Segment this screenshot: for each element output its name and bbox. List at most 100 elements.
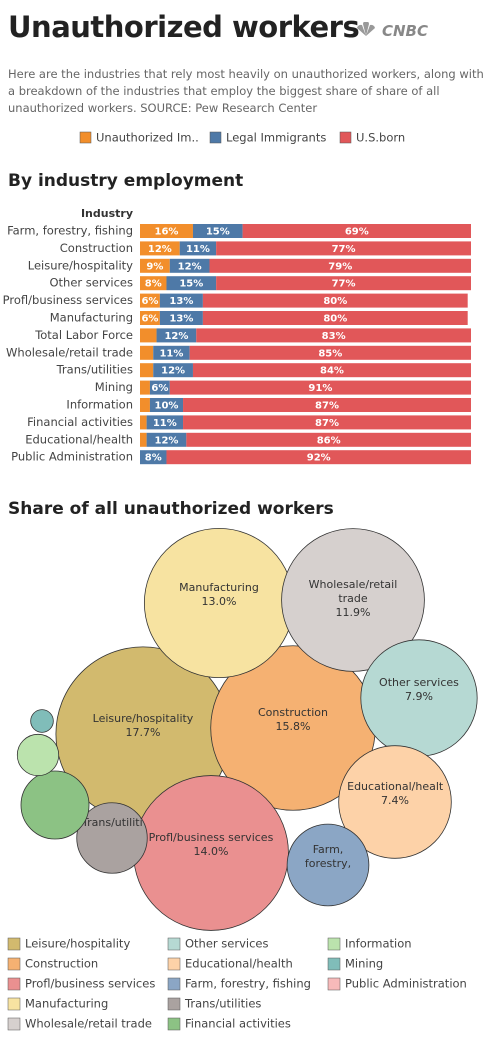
data-label: 87% xyxy=(315,401,339,412)
bar-segment xyxy=(146,415,184,430)
data-label: 9% xyxy=(146,261,163,272)
legend-label: Farm, forestry, fishing xyxy=(185,977,311,991)
bubble-label: Trans/utilities xyxy=(82,816,142,846)
legend-swatch xyxy=(339,131,352,144)
bar-segment xyxy=(140,363,154,378)
data-label: 6% xyxy=(141,314,158,325)
bubble-value: 13.0% xyxy=(201,595,237,608)
bar-segment xyxy=(140,398,150,412)
bar-segment xyxy=(159,293,203,308)
bubble xyxy=(30,709,54,733)
legend-label: Mining xyxy=(345,957,383,971)
legend-label: Wholesale/retail trade xyxy=(25,1017,152,1031)
data-label: 11% xyxy=(159,348,183,359)
bar-segment xyxy=(149,398,184,412)
bar-segment xyxy=(140,432,147,447)
data-label: 69% xyxy=(345,227,369,238)
legend-label: Leisure/hospitality xyxy=(25,937,130,951)
bar-segment xyxy=(140,276,167,291)
data-label: 8% xyxy=(145,279,162,290)
category-label: Public Administration xyxy=(11,450,133,464)
data-label: 80% xyxy=(323,296,347,307)
bubble-name: Trans/utilities xyxy=(82,816,142,829)
legend-label: Educational/health xyxy=(185,957,293,971)
bubble-name: Educational/health xyxy=(347,780,443,793)
legend-label: Other services xyxy=(185,937,269,951)
category-label: Leisure/hospitality xyxy=(28,258,133,272)
legend-label: Manufacturing xyxy=(25,997,108,1011)
bar-segment xyxy=(159,311,203,325)
data-label: 12% xyxy=(164,331,188,342)
data-label: 15% xyxy=(206,227,230,238)
bar-segment xyxy=(166,450,472,465)
bar-segment xyxy=(140,293,160,308)
legend-swatch xyxy=(7,997,21,1011)
bar-segment xyxy=(140,450,167,465)
bar-segment xyxy=(242,224,471,238)
bubble-name: Manufacturing xyxy=(179,581,259,594)
bubble-value: 7.9% xyxy=(405,690,433,703)
bar-segment xyxy=(140,311,160,325)
bar-segment xyxy=(202,293,468,308)
legend-swatch xyxy=(7,977,21,991)
legend-swatch xyxy=(327,937,341,951)
category-label: Financial activities xyxy=(27,415,133,429)
data-label: 8% xyxy=(145,453,162,464)
data-label: 83% xyxy=(322,331,346,342)
category-label: Information xyxy=(66,398,133,412)
bubble-value: 14.0% xyxy=(193,845,229,858)
bar-segment xyxy=(153,363,193,378)
legend-swatch xyxy=(167,977,181,991)
bubble xyxy=(16,733,60,777)
page-title: Unauthorized workers xyxy=(8,10,360,44)
bubble-name: Leisure/hospitality xyxy=(92,712,194,725)
section-title: Share of all unauthorized workers xyxy=(8,499,334,519)
bar-segment xyxy=(156,328,197,343)
data-label: 84% xyxy=(320,366,344,377)
bubble-name: Profl/business services xyxy=(148,831,274,844)
data-label: 15% xyxy=(179,279,203,290)
bubble xyxy=(281,528,425,672)
legend-swatch xyxy=(327,957,341,971)
data-label: 86% xyxy=(317,435,341,446)
data-label: 77% xyxy=(332,244,356,255)
bar-segment xyxy=(189,345,471,360)
legend-label: Information xyxy=(345,937,412,951)
bar-segment xyxy=(140,224,193,238)
axis-label: Industry xyxy=(81,207,133,220)
logo-icon xyxy=(357,22,375,36)
category-label: Profl/business services xyxy=(3,293,133,307)
legend-label: Construction xyxy=(25,957,98,971)
bubble-value: 17.7% xyxy=(125,726,161,739)
category-label: Total Labor Force xyxy=(34,328,133,342)
bar-segment xyxy=(192,224,243,238)
legend-label: U.S.born xyxy=(356,131,405,145)
legend-label: Profl/business services xyxy=(25,977,155,991)
bar-segment xyxy=(183,415,471,430)
legend-swatch xyxy=(209,131,222,144)
bar-segment xyxy=(169,258,210,273)
legend-label: Trans/utilities xyxy=(184,997,261,1011)
bar-segment xyxy=(149,380,170,395)
data-label: 12% xyxy=(178,261,202,272)
data-label: 12% xyxy=(148,244,172,255)
data-label: 87% xyxy=(315,418,339,429)
legend-label: Legal Immigrants xyxy=(226,131,326,145)
data-label: 79% xyxy=(328,261,352,272)
bar-segment xyxy=(216,276,471,291)
category-label: Farm, forestry, fishing xyxy=(7,224,133,238)
bar-segment xyxy=(216,241,471,256)
bubble-value: 7.4% xyxy=(381,794,409,807)
bar-segment xyxy=(202,311,468,325)
bar-segment xyxy=(140,328,157,343)
